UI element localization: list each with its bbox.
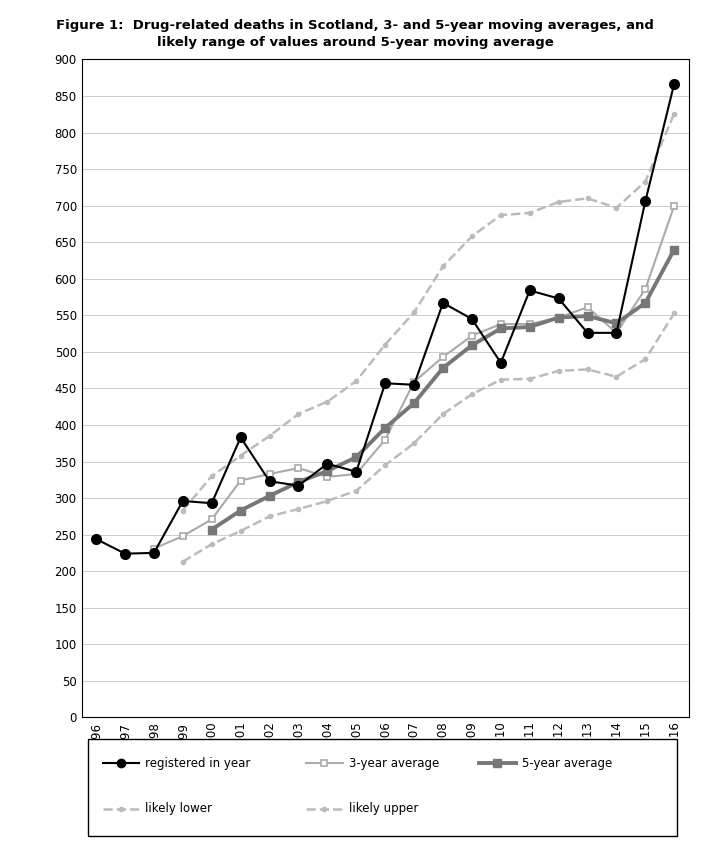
Text: likely upper: likely upper [349, 802, 418, 815]
Text: likely range of values around 5-year moving average: likely range of values around 5-year mov… [157, 36, 553, 48]
Text: likely lower: likely lower [146, 802, 212, 815]
Text: 5-year average: 5-year average [522, 756, 612, 769]
Text: 3-year average: 3-year average [349, 756, 439, 769]
Text: Figure 1:  Drug-related deaths in Scotland, 3- and 5-year moving averages, and: Figure 1: Drug-related deaths in Scotlan… [56, 19, 654, 31]
Text: registered in year: registered in year [146, 756, 251, 769]
